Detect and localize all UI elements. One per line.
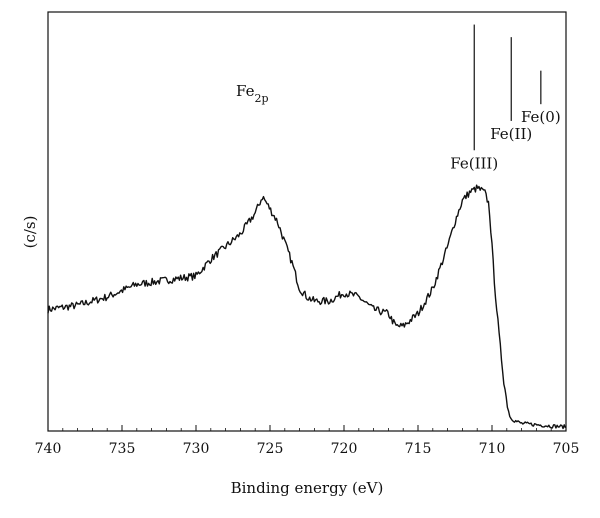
x-tick-label-715: 715 (405, 441, 432, 457)
reference-label-1: Fe(II) (490, 125, 532, 143)
y-axis-title: (c/s) (21, 216, 39, 249)
fe2p-label: Fe2p (236, 82, 269, 105)
x-tick-label-735: 735 (109, 441, 136, 457)
x-axis-tick-labels: 740 735 730 725 720 715 710 705 (35, 441, 580, 457)
x-tick-label-740: 740 (35, 441, 62, 457)
plot-frame (47, 11, 567, 432)
reference-lines: Fe(III) Fe(II)Fe(0) (450, 24, 561, 172)
x-tick-label-710: 710 (479, 441, 506, 457)
x-tick-label-725: 725 (257, 441, 284, 457)
reference-label-2: Fe(0) (521, 108, 561, 126)
spectrum-line (47, 184, 567, 430)
x-axis-ticks (47, 425, 567, 431)
x-axis-title: Binding energy (eV) (231, 479, 384, 497)
x-tick-label-705: 705 (553, 441, 580, 457)
reference-label-0: Fe(III) (450, 154, 498, 172)
x-tick-label-730: 730 (183, 441, 210, 457)
x-tick-label-720: 720 (331, 441, 358, 457)
fe2p-label-main: Fe (236, 82, 255, 100)
fe2p-label-subscript: 2p (254, 92, 268, 105)
